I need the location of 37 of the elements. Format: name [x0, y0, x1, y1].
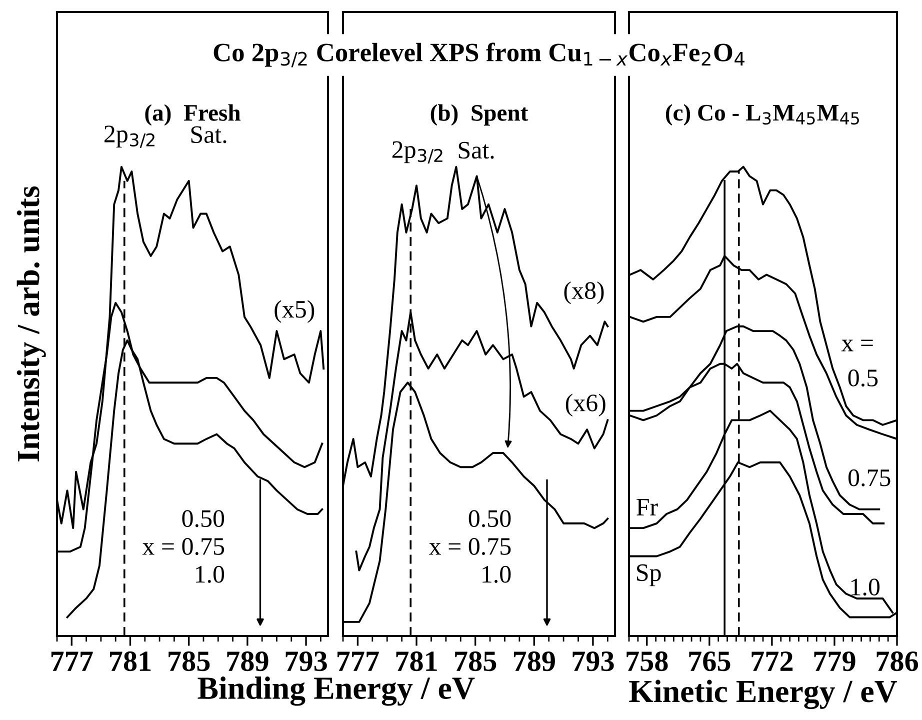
y-axis-title: Intensity / arb. units: [16, 186, 46, 462]
chart-subtitle: (c) Co - L$_{3}$M$_{45}$M$_{45}$: [666, 104, 859, 126]
text: Sat.: [458, 142, 494, 159]
x-tick-label: 789: [227, 651, 268, 672]
chart-title: Co 2p$_{3/2}$ Corelevel XPS from Cu$_{1−x}$Co$_{x}$Fe$_{2}$O$_{4}$: [214, 42, 744, 68]
x-tick-label: 785: [455, 651, 496, 672]
annotation: 0.50 x = 0.75 1.0: [142, 510, 224, 583]
x-tick-label: 785: [168, 651, 210, 672]
annotation: 0.5: [848, 370, 878, 387]
x-tick-label: 793: [572, 652, 614, 672]
x-tick-label: 781: [396, 651, 437, 672]
x-tick-label: 772: [752, 652, 793, 671]
annotation: Sp: [637, 564, 661, 586]
x-tick-label: 777: [337, 652, 379, 671]
annotation: 0.75: [848, 469, 890, 486]
annotation: x =: [841, 340, 873, 352]
x-axis-title: Kinetic Energy / eV: [629, 680, 898, 710]
annotation: (x5): [274, 300, 314, 323]
x-tick-label: 777: [51, 652, 93, 671]
annotation: 1.0: [851, 578, 880, 596]
chart-subtitle: (a) Fresh: [145, 104, 240, 126]
text: Sat.: [191, 126, 226, 144]
x-tick-label: 779: [814, 652, 856, 672]
x-tick-label: 781: [110, 651, 151, 672]
annotation: (x6): [566, 394, 606, 416]
x-tick-label: 793: [286, 652, 327, 672]
chart-subtitle: (b) Spent: [430, 104, 528, 126]
text: 2p$_{3/2}$: [392, 141, 442, 164]
x-tick-label: 786: [876, 651, 918, 672]
x-tick-label: 765: [689, 652, 730, 672]
x-tick-label: 789: [514, 651, 555, 672]
text: 2p$_{3/2}$: [104, 126, 154, 148]
x-tick-label: 758: [626, 651, 668, 672]
x-axis-title: Binding Energy / eV: [198, 676, 475, 706]
annotation: 0.50 x = 0.75 1.0: [429, 510, 511, 583]
annotation: (x8): [564, 281, 604, 304]
annotation: Fr: [636, 498, 658, 516]
